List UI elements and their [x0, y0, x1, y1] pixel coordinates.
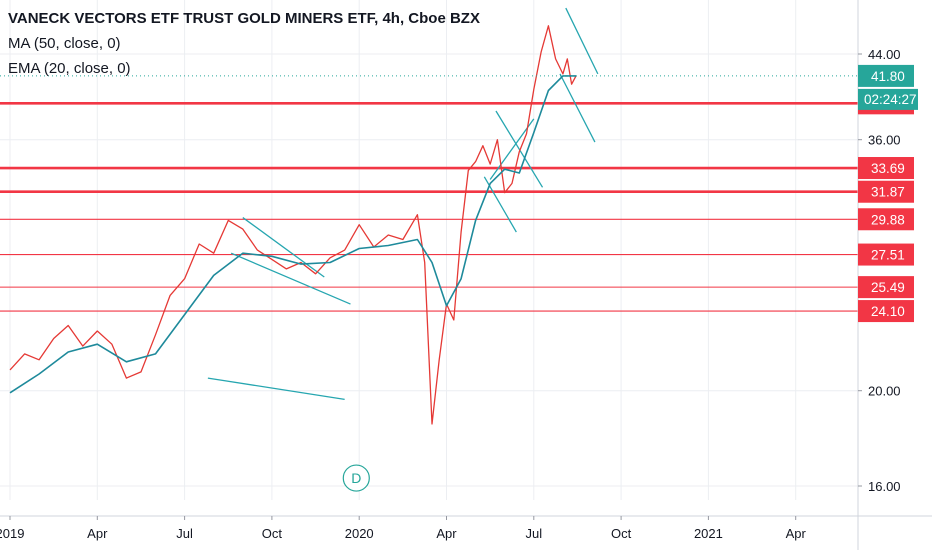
level-badge: 25.49	[871, 280, 905, 295]
time-tick-label: Apr	[436, 526, 457, 541]
event-marker-circle[interactable]	[342, 464, 370, 492]
trend-line	[207, 377, 345, 400]
trend-line	[559, 73, 596, 143]
level-badge: 33.69	[871, 161, 905, 176]
trend-line	[495, 110, 544, 188]
level-badge: 29.88	[871, 212, 905, 227]
price-tick-label: 20.00	[868, 384, 901, 399]
price-tick-label: 16.00	[868, 479, 901, 494]
countdown-bg	[858, 88, 918, 110]
symbol-title[interactable]: VANECK VECTORS ETF TRUST GOLD MINERS ETF…	[8, 10, 480, 27]
last-price-badge-bg	[858, 64, 914, 87]
level-badge: 31.87	[871, 185, 905, 200]
price-axis: 44.0036.0020.0016.0039.2033.6931.8729.88…	[857, 0, 918, 550]
time-tick-label: Oct	[262, 526, 283, 541]
trend-line	[565, 7, 599, 75]
trend-line	[230, 252, 351, 305]
time-tick-label: 2021	[694, 526, 723, 541]
event-marker: D	[342, 464, 370, 492]
level-badge-bg	[858, 208, 914, 231]
time-axis: 2019 Apr Jul Oct 2020 Apr Jul Oct 2021 Apr	[0, 515, 932, 541]
level-badge-bg	[858, 243, 914, 266]
time-tick-label: Apr	[87, 526, 108, 541]
countdown-label: 02:24:27	[864, 92, 917, 107]
time-tick-label: Apr	[786, 526, 807, 541]
time-tick-label: Jul	[176, 526, 193, 541]
price-series-line	[9, 25, 577, 425]
price-tick-label: 44.00	[868, 47, 901, 62]
last-price-badge: 41.80	[871, 69, 905, 84]
ma-legend[interactable]: MA (50, close, 0)	[8, 35, 121, 52]
level-badge-bg	[858, 300, 914, 323]
chart-legend: VANECK VECTORS ETF TRUST GOLD MINERS ETF…	[8, 6, 480, 81]
level-badge-bg	[858, 276, 914, 299]
level-badge-bg	[858, 157, 914, 180]
trend-line	[489, 118, 535, 180]
ema-legend[interactable]: EMA (20, close, 0)	[8, 60, 131, 77]
horizontal-levels	[0, 102, 858, 312]
trend-line	[242, 217, 325, 278]
time-tick-label: Jul	[525, 526, 542, 541]
level-badge: 24.10	[871, 304, 905, 319]
level-badge: 27.51	[871, 248, 905, 263]
series-lines	[9, 25, 577, 425]
grid-lines	[0, 0, 858, 500]
level-badge-bg	[858, 180, 914, 203]
time-tick-label: 2019	[0, 526, 24, 541]
time-tick-label: Oct	[611, 526, 632, 541]
ma-series-line	[9, 75, 576, 394]
event-marker-label: D	[351, 470, 361, 486]
time-tick-label: 2020	[345, 526, 374, 541]
price-tick-label: 36.00	[868, 133, 901, 148]
